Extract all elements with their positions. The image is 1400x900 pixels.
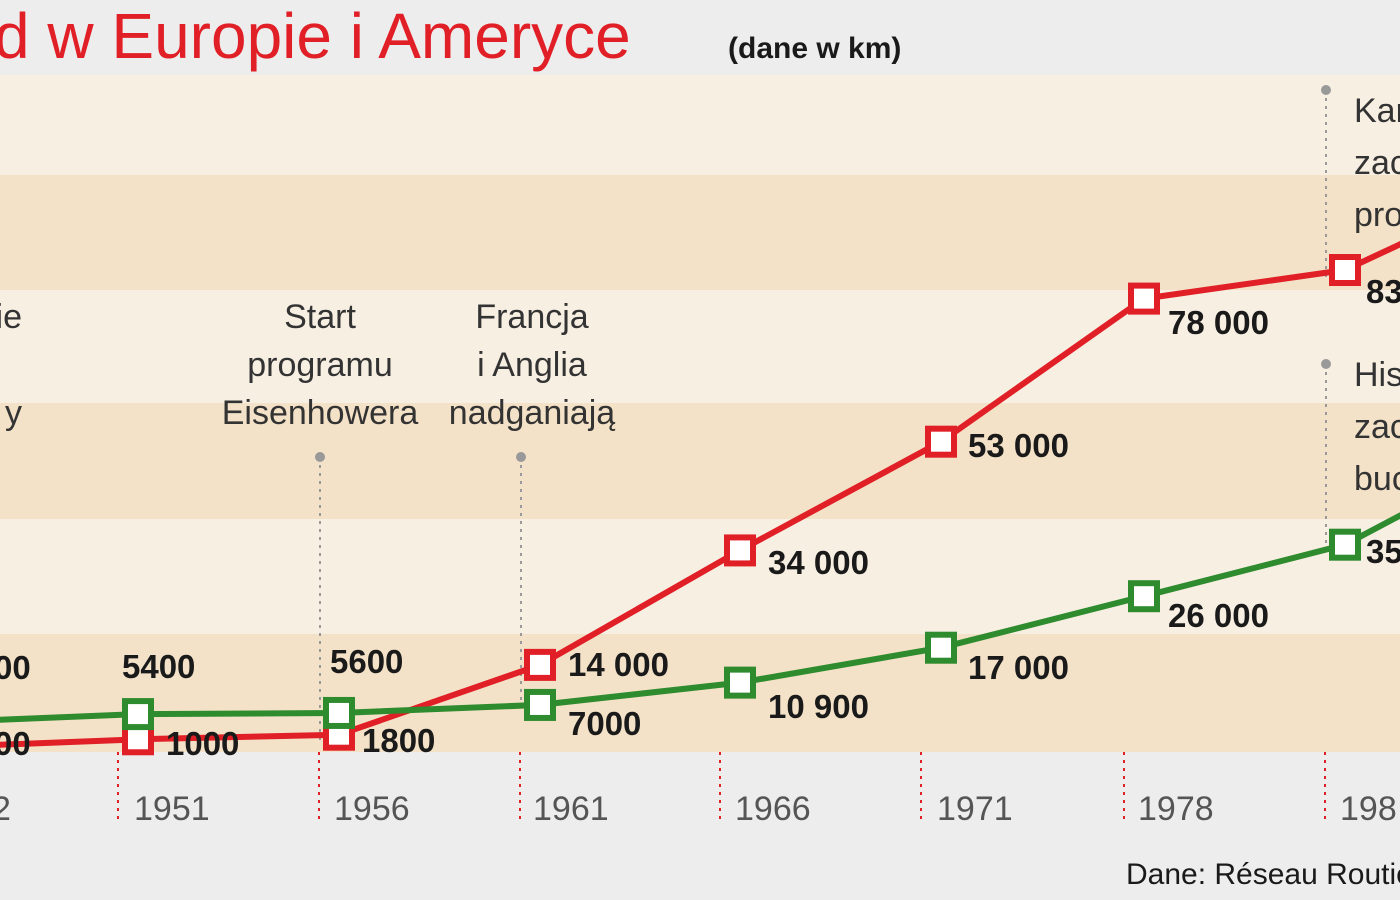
value-label-s1-p4: 10 900 (768, 688, 869, 725)
marker-s0-p5 (925, 425, 957, 458)
value-label-s1-p0: 00 (0, 649, 31, 686)
x-tick-0: 2 (0, 790, 11, 828)
value-labels: 00 1000 1800 14 000 34 000 53 000 78 000 83 00 54… (0, 273, 1400, 762)
value-label-s1-p2: 5600 (330, 643, 403, 680)
source-note: Dane: Réseau Routier (1126, 858, 1400, 891)
chart-title: d w Europie i Ameryce (0, 0, 631, 72)
value-label-s0-p2: 1800 (362, 722, 435, 759)
annotation-3-line-0: Kar (1354, 92, 1400, 130)
plot-band-1 (0, 175, 1400, 290)
x-tick-4: 1966 (735, 790, 811, 828)
annotation-leaders (315, 85, 1331, 745)
value-label-s1-p3: 7000 (568, 705, 641, 742)
marker-s0-p7 (1329, 254, 1361, 286)
marker-s1-p2 (323, 696, 355, 729)
value-label-s1-p1: 5400 (122, 648, 195, 685)
annotation-0-line-2: y (5, 394, 22, 432)
annotation-2-line-0: Francja (475, 298, 588, 336)
series-markers (122, 254, 1361, 756)
annotation-3-line-2: pro (1354, 196, 1400, 234)
marker-s0-p1 (122, 723, 154, 756)
marker-s1-p3 (524, 688, 556, 721)
x-tick-6: 1978 (1138, 790, 1214, 828)
x-tick-labels: 2 1951 1956 1961 1966 1971 1978 198 (0, 790, 1397, 828)
value-label-s1-p5: 17 000 (968, 649, 1069, 686)
marker-s1-p4 (724, 666, 756, 699)
value-label-s0-p6: 78 000 (1168, 304, 1269, 341)
marker-s1-p7 (1329, 528, 1361, 561)
plot-band-2 (0, 290, 1400, 403)
annotation-2-line-1: i Anglia (477, 346, 587, 384)
x-tick-2: 1956 (334, 790, 410, 828)
chart-unit-note: (dane w km) (728, 32, 901, 65)
annotation-4-line-2: buc (1354, 460, 1400, 498)
x-tick-5: 1971 (937, 790, 1013, 828)
plot-band-0 (0, 75, 1400, 175)
value-label-s0-p3: 14 000 (568, 646, 669, 683)
marker-s1-p1 (122, 698, 154, 731)
annotation-1-line-2: Eisenhowera (222, 394, 419, 432)
marker-s0-p4 (724, 534, 756, 567)
marker-s0-p6 (1128, 282, 1160, 315)
annotation-4-line-1: zac (1354, 408, 1400, 446)
x-tick-7: 198 (1340, 790, 1397, 828)
plot-band-3 (0, 403, 1400, 519)
annotation-3-line-1: zac (1354, 144, 1400, 182)
value-label-s0-p7: 83 (1366, 273, 1400, 310)
value-label-s0-p1: 1000 (166, 725, 239, 762)
plot-band-5 (0, 634, 1400, 752)
value-label-s0-p5: 53 000 (968, 427, 1069, 464)
marker-s1-p6 (1128, 580, 1160, 613)
value-label-s0-p0: 00 (0, 725, 31, 762)
value-label-s0-p4: 34 000 (768, 544, 869, 581)
value-label-s1-p6: 26 000 (1168, 597, 1269, 634)
marker-s1-p5 (925, 631, 957, 664)
x-tick-3: 1961 (533, 790, 609, 828)
x-tick-1: 1951 (134, 790, 210, 828)
annotation-0-line-0: ie (0, 298, 22, 336)
annotation-1-line-1: programu (247, 346, 393, 384)
annotation-2-line-2: nadganiają (449, 394, 615, 432)
year-drop-lines (117, 752, 1326, 820)
marker-s0-p3 (524, 648, 556, 681)
plot-bands (0, 75, 1400, 752)
annotation-1-line-0: Start (284, 298, 356, 336)
annotation-4-line-0: His (1354, 356, 1400, 394)
value-label-s1-p7: 35 (1366, 533, 1400, 570)
annotations: ie y Start programu Eisenhowera Francja i Angl… (0, 92, 1400, 498)
